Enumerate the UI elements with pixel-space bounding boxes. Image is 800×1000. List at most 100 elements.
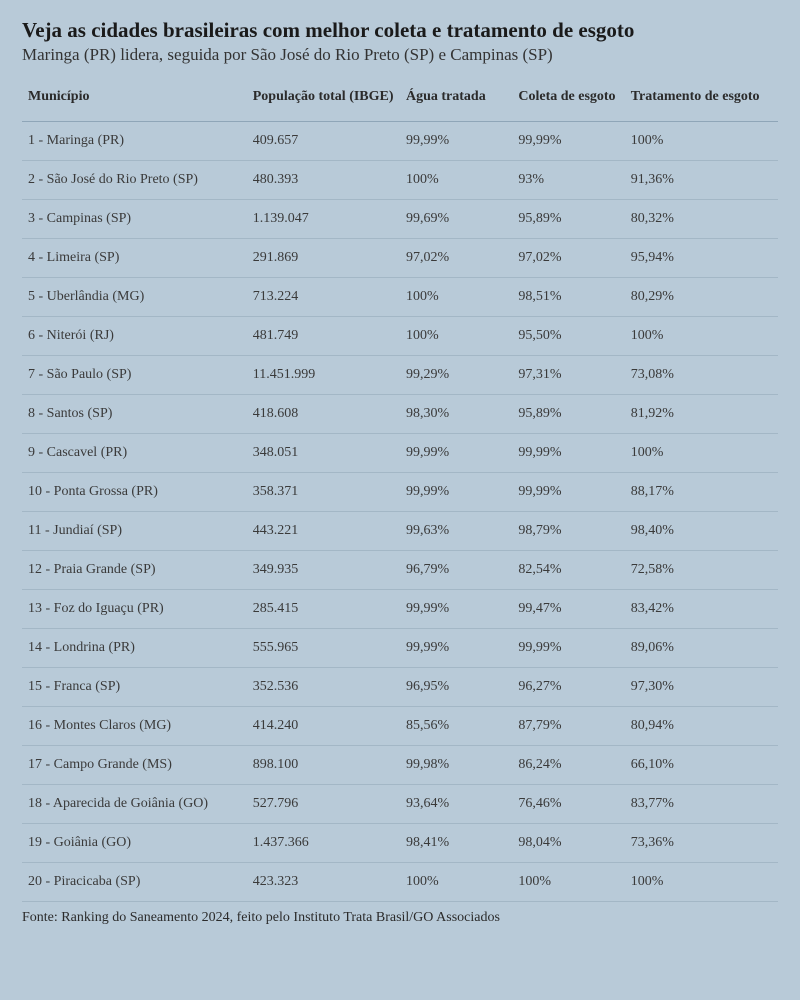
cell-populacao: 898.100 <box>247 746 400 785</box>
cell-municipio: 8 - Santos (SP) <box>22 395 247 434</box>
col-header-agua: Água tratada <box>400 81 512 122</box>
cell-agua: 99,63% <box>400 512 512 551</box>
cell-coleta: 98,51% <box>512 278 624 317</box>
cell-municipio: 2 - São José do Rio Preto (SP) <box>22 161 247 200</box>
cell-tratamento: 89,06% <box>625 629 778 668</box>
cell-municipio: 3 - Campinas (SP) <box>22 200 247 239</box>
cell-municipio: 15 - Franca (SP) <box>22 668 247 707</box>
cell-populacao: 352.536 <box>247 668 400 707</box>
cell-coleta: 97,31% <box>512 356 624 395</box>
cell-agua: 98,30% <box>400 395 512 434</box>
cell-agua: 99,69% <box>400 200 512 239</box>
cell-municipio: 1 - Maringa (PR) <box>22 122 247 161</box>
cell-populacao: 358.371 <box>247 473 400 512</box>
cell-tratamento: 73,08% <box>625 356 778 395</box>
cell-tratamento: 83,42% <box>625 590 778 629</box>
cell-agua: 99,99% <box>400 122 512 161</box>
col-header-tratamento: Tratamento de esgoto <box>625 81 778 122</box>
cell-agua: 93,64% <box>400 785 512 824</box>
table-header-row: Município População total (IBGE) Água tr… <box>22 81 778 122</box>
table-row: 6 - Niterói (RJ)481.749100%95,50%100% <box>22 317 778 356</box>
table-row: 7 - São Paulo (SP)11.451.99999,29%97,31%… <box>22 356 778 395</box>
cell-municipio: 14 - Londrina (PR) <box>22 629 247 668</box>
cell-coleta: 99,99% <box>512 473 624 512</box>
cell-tratamento: 100% <box>625 863 778 902</box>
cell-municipio: 7 - São Paulo (SP) <box>22 356 247 395</box>
cell-municipio: 19 - Goiânia (GO) <box>22 824 247 863</box>
table-row: 8 - Santos (SP)418.60898,30%95,89%81,92% <box>22 395 778 434</box>
cell-agua: 100% <box>400 317 512 356</box>
cell-tratamento: 95,94% <box>625 239 778 278</box>
cell-tratamento: 66,10% <box>625 746 778 785</box>
cell-populacao: 1.139.047 <box>247 200 400 239</box>
cell-tratamento: 80,29% <box>625 278 778 317</box>
cell-municipio: 6 - Niterói (RJ) <box>22 317 247 356</box>
cell-tratamento: 97,30% <box>625 668 778 707</box>
cell-coleta: 98,04% <box>512 824 624 863</box>
table-row: 1 - Maringa (PR)409.65799,99%99,99%100% <box>22 122 778 161</box>
table-row: 9 - Cascavel (PR)348.05199,99%99,99%100% <box>22 434 778 473</box>
source-note: Fonte: Ranking do Saneamento 2024, feito… <box>22 910 778 926</box>
cell-municipio: 10 - Ponta Grossa (PR) <box>22 473 247 512</box>
cell-municipio: 20 - Piracicaba (SP) <box>22 863 247 902</box>
cell-coleta: 93% <box>512 161 624 200</box>
table-row: 2 - São José do Rio Preto (SP)480.393100… <box>22 161 778 200</box>
cell-coleta: 96,27% <box>512 668 624 707</box>
cell-tratamento: 91,36% <box>625 161 778 200</box>
cell-populacao: 481.749 <box>247 317 400 356</box>
cell-populacao: 443.221 <box>247 512 400 551</box>
cell-populacao: 11.451.999 <box>247 356 400 395</box>
cell-coleta: 97,02% <box>512 239 624 278</box>
cell-agua: 99,99% <box>400 473 512 512</box>
col-header-coleta: Coleta de esgoto <box>512 81 624 122</box>
cell-agua: 98,41% <box>400 824 512 863</box>
cell-populacao: 285.415 <box>247 590 400 629</box>
table-row: 13 - Foz do Iguaçu (PR)285.41599,99%99,4… <box>22 590 778 629</box>
col-header-municipio: Município <box>22 81 247 122</box>
cell-municipio: 12 - Praia Grande (SP) <box>22 551 247 590</box>
cell-municipio: 5 - Uberlândia (MG) <box>22 278 247 317</box>
cell-tratamento: 98,40% <box>625 512 778 551</box>
cell-tratamento: 100% <box>625 434 778 473</box>
table-row: 18 - Aparecida de Goiânia (GO)527.79693,… <box>22 785 778 824</box>
cell-agua: 99,99% <box>400 434 512 473</box>
cell-agua: 100% <box>400 278 512 317</box>
cell-agua: 99,29% <box>400 356 512 395</box>
cell-populacao: 291.869 <box>247 239 400 278</box>
cell-populacao: 418.608 <box>247 395 400 434</box>
cell-populacao: 480.393 <box>247 161 400 200</box>
cell-municipio: 4 - Limeira (SP) <box>22 239 247 278</box>
cell-agua: 99,99% <box>400 590 512 629</box>
page-title: Veja as cidades brasileiras com melhor c… <box>22 18 778 43</box>
cell-populacao: 348.051 <box>247 434 400 473</box>
table-row: 3 - Campinas (SP)1.139.04799,69%95,89%80… <box>22 200 778 239</box>
cell-populacao: 1.437.366 <box>247 824 400 863</box>
page-subtitle: Maringa (PR) lidera, seguida por São Jos… <box>22 45 778 65</box>
cell-municipio: 17 - Campo Grande (MS) <box>22 746 247 785</box>
table-row: 11 - Jundiaí (SP)443.22199,63%98,79%98,4… <box>22 512 778 551</box>
cell-populacao: 414.240 <box>247 707 400 746</box>
cell-agua: 97,02% <box>400 239 512 278</box>
cell-agua: 100% <box>400 161 512 200</box>
cell-populacao: 349.935 <box>247 551 400 590</box>
table-row: 19 - Goiânia (GO)1.437.36698,41%98,04%73… <box>22 824 778 863</box>
cell-tratamento: 80,94% <box>625 707 778 746</box>
cell-tratamento: 81,92% <box>625 395 778 434</box>
table-row: 16 - Montes Claros (MG)414.24085,56%87,7… <box>22 707 778 746</box>
cell-coleta: 95,89% <box>512 395 624 434</box>
cell-populacao: 423.323 <box>247 863 400 902</box>
table-row: 12 - Praia Grande (SP)349.93596,79%82,54… <box>22 551 778 590</box>
cell-coleta: 98,79% <box>512 512 624 551</box>
table-row: 4 - Limeira (SP)291.86997,02%97,02%95,94… <box>22 239 778 278</box>
cell-municipio: 11 - Jundiaí (SP) <box>22 512 247 551</box>
cell-agua: 96,95% <box>400 668 512 707</box>
cell-municipio: 16 - Montes Claros (MG) <box>22 707 247 746</box>
table-row: 17 - Campo Grande (MS)898.10099,98%86,24… <box>22 746 778 785</box>
cell-agua: 99,99% <box>400 629 512 668</box>
table-row: 5 - Uberlândia (MG)713.224100%98,51%80,2… <box>22 278 778 317</box>
cell-coleta: 99,47% <box>512 590 624 629</box>
cell-tratamento: 80,32% <box>625 200 778 239</box>
cell-coleta: 82,54% <box>512 551 624 590</box>
table-row: 10 - Ponta Grossa (PR)358.37199,99%99,99… <box>22 473 778 512</box>
cell-agua: 96,79% <box>400 551 512 590</box>
